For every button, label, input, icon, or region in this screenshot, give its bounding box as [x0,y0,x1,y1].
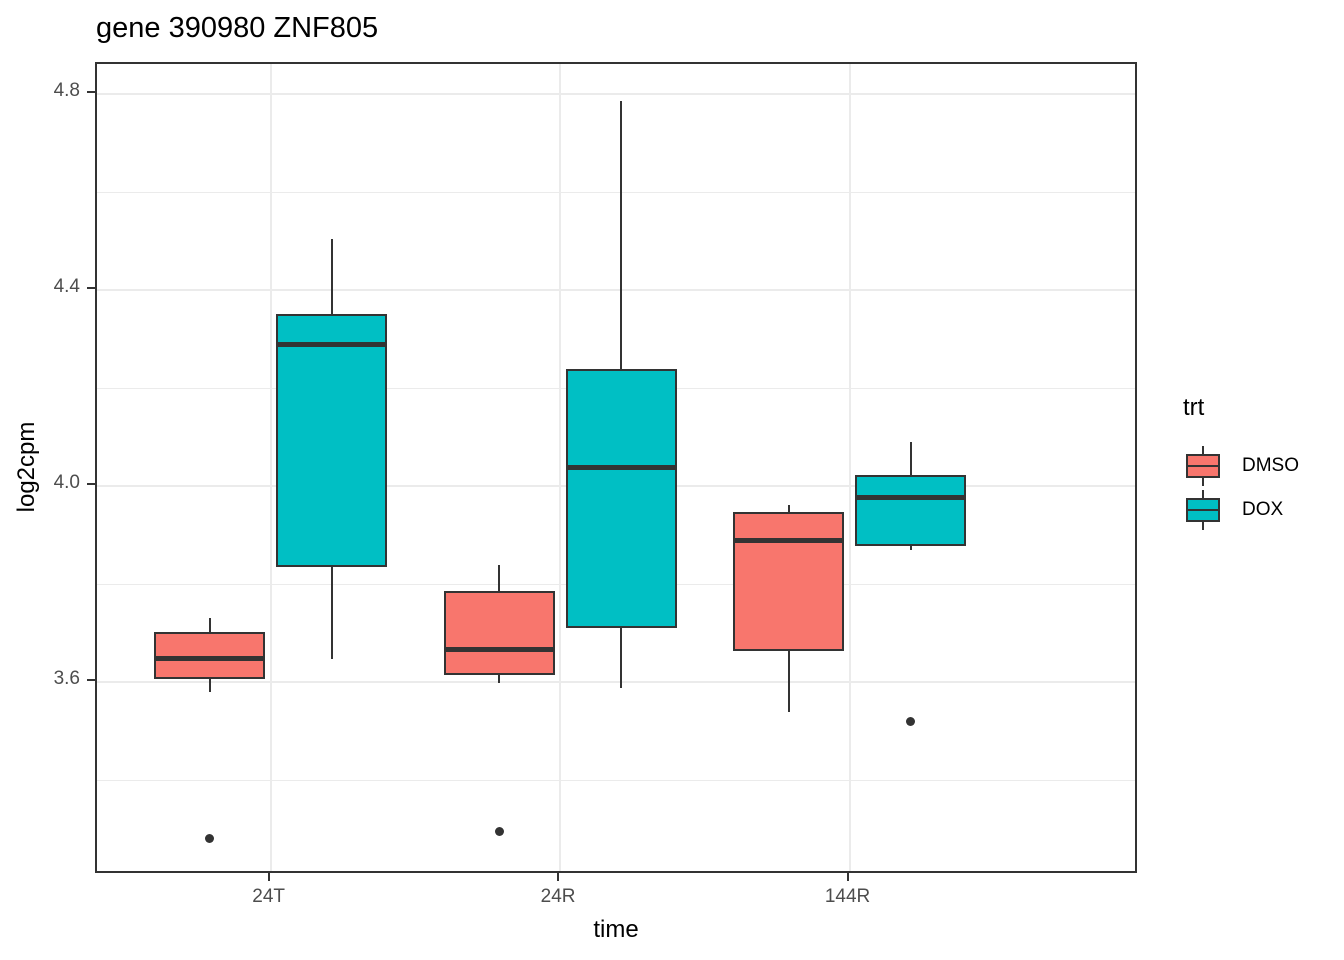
y-tick-label: 3.6 [53,667,80,689]
vertical-gridline [559,64,562,871]
legend-label-dox: DOX [1242,499,1284,520]
legend-title: trt [1183,394,1205,421]
legend-label-dmso: DMSO [1242,455,1299,476]
key-median-line [1188,509,1218,511]
y-tick-mark [87,286,95,289]
y-tick-mark [87,90,95,93]
box-dox-24T [276,313,388,567]
major-gridline [97,92,1135,95]
major-gridline [97,288,1135,291]
plot-panel [95,62,1137,873]
boxplot-key-glyph-dmso [1186,446,1220,486]
x-tick-mark [846,873,849,881]
key-median-line [1188,465,1218,467]
y-tick-label: 4.8 [53,79,80,101]
x-tick-label: 24T [252,886,286,907]
y-axis-title: log2cpm [13,421,40,513]
outlier-point-dmso-24R [494,827,504,837]
median-dmso-24R [443,646,555,652]
outlier-point-dmso-24T [205,834,215,844]
y-tick-label: 4.4 [53,275,80,297]
box-dox-24R [565,368,677,629]
median-dmso-24T [154,656,266,662]
x-tick-label: 144R [824,886,871,907]
major-gridline [97,680,1135,683]
legend-entry-dox: DOX [1183,490,1299,530]
minor-gridline [97,779,1135,781]
median-dmso-144R [733,538,845,544]
legend: trt DMSO DOX [1183,394,1299,534]
box-dmso-24R [443,590,555,676]
outlier-point-dox-144R [906,716,916,726]
median-dox-24R [565,465,677,471]
y-tick-mark [87,678,95,681]
x-tick-mark [557,873,560,881]
minor-gridline [97,191,1135,193]
vertical-gridline [848,64,851,871]
x-tick-label: 24R [540,886,576,907]
median-dox-144R [855,495,967,501]
x-tick-mark [267,873,270,881]
box-dox-144R [855,475,967,546]
y-tick-mark [87,482,95,485]
plot-title: gene 390980 ZNF805 [96,12,379,44]
key-box-dox [1186,498,1220,522]
boxplot-key-glyph-dox [1186,490,1220,530]
box-dmso-144R [733,511,845,652]
y-tick-label: 4.0 [53,471,80,493]
key-box-dmso [1186,454,1220,478]
legend-entry-dmso: DMSO [1183,446,1299,486]
x-axis-title: time [593,916,639,943]
box-dmso-24T [154,631,266,679]
median-dox-24T [276,342,388,348]
vertical-gridline [269,64,272,871]
